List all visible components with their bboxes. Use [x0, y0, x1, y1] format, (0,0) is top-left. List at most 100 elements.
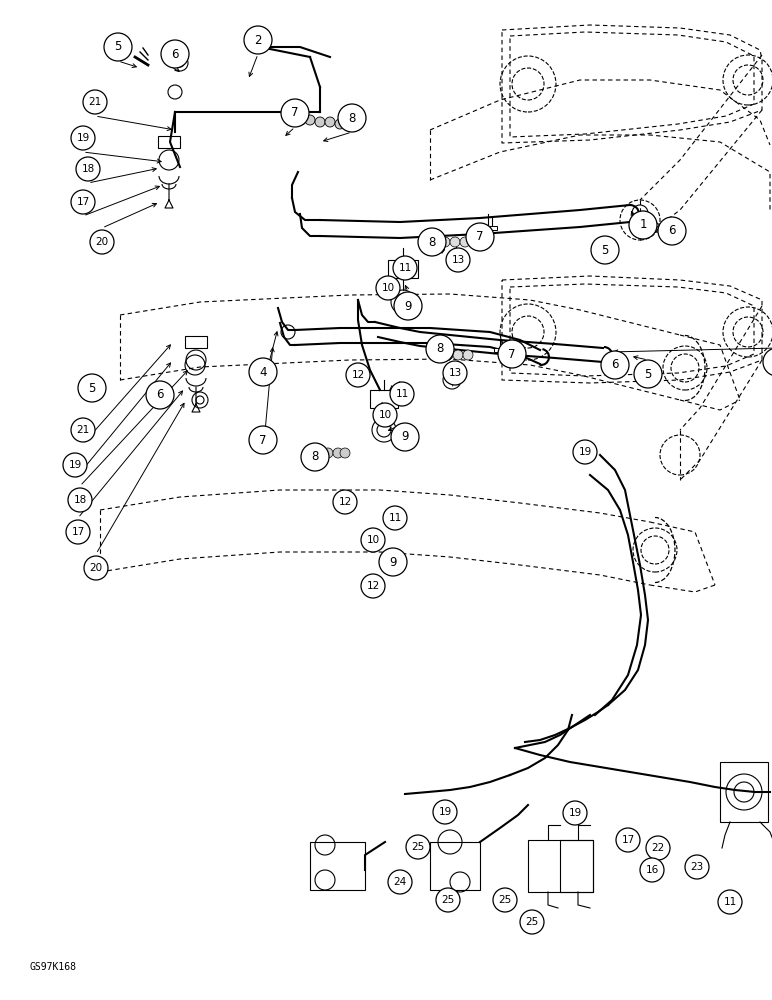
Text: 10: 10	[381, 283, 394, 293]
Text: 5: 5	[601, 243, 608, 256]
Text: GS97K168: GS97K168	[30, 962, 77, 972]
Circle shape	[443, 350, 453, 360]
Text: 19: 19	[69, 460, 82, 470]
Circle shape	[466, 223, 494, 251]
Circle shape	[83, 90, 107, 114]
Text: 19: 19	[438, 807, 452, 817]
Circle shape	[104, 33, 132, 61]
Text: 11: 11	[723, 897, 736, 907]
Circle shape	[390, 382, 414, 406]
Text: 6: 6	[156, 388, 164, 401]
Circle shape	[440, 237, 450, 247]
Circle shape	[161, 40, 189, 68]
Circle shape	[520, 910, 544, 934]
Circle shape	[361, 574, 385, 598]
Circle shape	[685, 855, 709, 879]
Circle shape	[379, 548, 407, 576]
Text: 12: 12	[367, 581, 380, 591]
Text: 25: 25	[442, 895, 455, 905]
Bar	[494, 348, 506, 352]
Circle shape	[391, 423, 419, 451]
Text: 7: 7	[291, 106, 299, 119]
Text: 7: 7	[259, 434, 267, 446]
Text: 23: 23	[690, 862, 703, 872]
Bar	[370, 390, 398, 408]
Circle shape	[453, 350, 463, 360]
Circle shape	[718, 890, 742, 914]
Circle shape	[296, 115, 306, 125]
Circle shape	[146, 381, 174, 409]
Text: 19: 19	[76, 133, 90, 143]
Bar	[158, 136, 180, 148]
Circle shape	[443, 361, 467, 385]
Text: 17: 17	[621, 835, 635, 845]
Text: 9: 9	[401, 430, 408, 444]
Circle shape	[71, 126, 95, 150]
Text: 25: 25	[526, 917, 539, 927]
Circle shape	[78, 374, 106, 402]
Text: 6: 6	[171, 47, 179, 60]
Circle shape	[629, 211, 657, 239]
Circle shape	[249, 358, 277, 386]
Circle shape	[68, 488, 92, 512]
Text: 17: 17	[76, 197, 90, 207]
Text: 7: 7	[476, 231, 484, 243]
Circle shape	[616, 828, 640, 852]
Circle shape	[305, 115, 315, 125]
Text: 11: 11	[388, 513, 401, 523]
Text: 20: 20	[90, 563, 103, 573]
Bar	[483, 226, 497, 230]
Text: 5: 5	[114, 40, 122, 53]
Circle shape	[281, 99, 309, 127]
Circle shape	[463, 350, 473, 360]
Circle shape	[340, 448, 350, 458]
Circle shape	[335, 119, 345, 129]
Text: 18: 18	[73, 495, 86, 505]
Circle shape	[84, 556, 108, 580]
Text: 19: 19	[568, 808, 581, 818]
Circle shape	[313, 448, 323, 458]
Circle shape	[333, 448, 343, 458]
Text: 8: 8	[436, 342, 444, 356]
Text: 2: 2	[254, 33, 262, 46]
Circle shape	[433, 800, 457, 824]
Bar	[185, 336, 207, 348]
Text: 21: 21	[88, 97, 102, 107]
Circle shape	[338, 104, 366, 132]
Text: 5: 5	[645, 367, 652, 380]
Circle shape	[406, 835, 430, 859]
Circle shape	[394, 292, 422, 320]
Circle shape	[634, 360, 662, 388]
Circle shape	[426, 335, 454, 363]
Circle shape	[563, 801, 587, 825]
Text: 8: 8	[311, 450, 319, 464]
Circle shape	[71, 418, 95, 442]
Circle shape	[301, 443, 329, 471]
Bar	[310, 842, 365, 890]
Text: 5: 5	[88, 381, 96, 394]
Circle shape	[376, 276, 400, 300]
Text: 12: 12	[351, 370, 364, 380]
Circle shape	[436, 888, 460, 912]
Bar	[528, 840, 593, 892]
Circle shape	[285, 115, 295, 125]
Circle shape	[76, 157, 100, 181]
Circle shape	[315, 117, 325, 127]
Circle shape	[71, 190, 95, 214]
Circle shape	[323, 448, 333, 458]
Text: 17: 17	[71, 527, 85, 537]
Circle shape	[460, 237, 470, 247]
Text: 18: 18	[81, 164, 95, 174]
Text: 11: 11	[395, 389, 408, 399]
Text: 6: 6	[669, 225, 676, 237]
Circle shape	[63, 453, 87, 477]
Circle shape	[346, 363, 370, 387]
Circle shape	[763, 348, 772, 376]
Circle shape	[388, 870, 412, 894]
Text: 9: 9	[405, 300, 411, 312]
Text: 19: 19	[578, 447, 591, 457]
Circle shape	[361, 528, 385, 552]
Circle shape	[373, 403, 397, 427]
Circle shape	[573, 440, 597, 464]
Text: 25: 25	[411, 842, 425, 852]
